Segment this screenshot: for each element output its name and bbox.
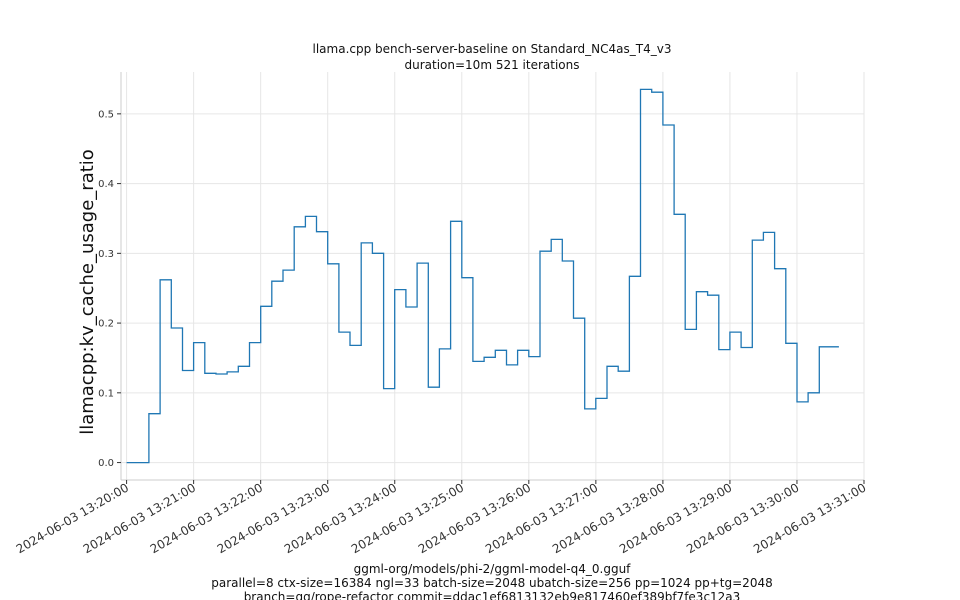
x-label-commit: branch=gg/rope-refactor commit=ddac1ef68… [244, 590, 741, 600]
x-tick-label: 2024-06-03 13:28:00 [550, 480, 667, 556]
y-tick-label: 0.4 [98, 179, 114, 190]
chart-title: llama.cpp bench-server-baseline on Stand… [313, 42, 672, 56]
x-tick-label: 2024-06-03 13:29:00 [617, 480, 734, 556]
y-axis-ticks: 0.0 0.1 0.2 0.3 0.4 0.5 [98, 109, 121, 469]
y-tick-label: 0.1 [98, 388, 114, 399]
series-line [126, 88, 839, 464]
x-tick-label: 2024-06-03 13:21:00 [81, 480, 198, 556]
x-tick-label: 2024-06-03 13:24:00 [282, 480, 399, 556]
x-tick-label: 2024-06-03 13:26:00 [416, 480, 533, 556]
axes-frame [120, 72, 864, 481]
x-tick-label: 2024-06-03 13:20:00 [14, 480, 131, 556]
y-tick-label: 0.5 [98, 109, 114, 120]
x-label-params: parallel=8 ctx-size=16384 ngl=33 batch-s… [211, 576, 772, 590]
x-label-model: ggml-org/models/phi-2/ggml-model-q4_0.gg… [354, 562, 632, 576]
y-tick-label: 0.2 [98, 319, 114, 330]
grid-lines [121, 72, 865, 480]
chart-subtitle: duration=10m 521 iterations [405, 58, 580, 72]
y-tick-label: 0.0 [98, 458, 114, 469]
x-tick-label: 2024-06-03 13:31:00 [751, 480, 868, 556]
y-axis-label: llamacpp:kv_cache_usage_ratio [77, 149, 98, 435]
x-tick-label: 2024-06-03 13:25:00 [349, 480, 466, 556]
x-tick-label: 2024-06-03 13:27:00 [483, 480, 600, 556]
series-layer [126, 88, 839, 464]
x-tick-label: 2024-06-03 13:23:00 [215, 480, 332, 556]
x-tick-label: 2024-06-03 13:30:00 [684, 480, 801, 556]
y-tick-label: 0.3 [98, 249, 114, 260]
x-tick-label: 2024-06-03 13:22:00 [148, 480, 265, 556]
